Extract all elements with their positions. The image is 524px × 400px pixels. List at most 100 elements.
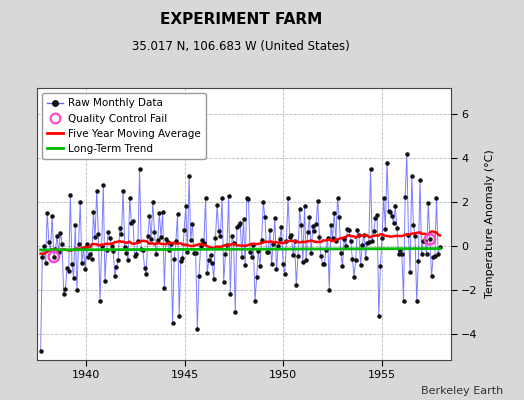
Point: [182, 203, 190, 210]
Point: [149, 199, 157, 205]
Point: [205, 256, 213, 263]
Point: [428, 273, 436, 279]
Point: [160, 285, 169, 291]
Point: [102, 247, 111, 254]
Point: [142, 271, 150, 277]
Point: [216, 232, 225, 239]
Point: [375, 313, 383, 319]
Point: [220, 278, 228, 285]
Point: [305, 214, 314, 220]
Point: [170, 256, 179, 262]
Point: [185, 172, 193, 179]
Point: [96, 298, 104, 304]
Point: [84, 254, 93, 260]
Point: [309, 223, 317, 230]
Point: [190, 250, 198, 256]
Point: [50, 254, 58, 260]
Point: [111, 273, 119, 279]
Point: [180, 227, 188, 233]
Point: [54, 249, 63, 256]
Point: [425, 236, 434, 242]
Point: [195, 272, 203, 279]
Point: [236, 220, 244, 227]
Point: [297, 222, 305, 228]
Point: [398, 250, 406, 257]
Text: 35.017 N, 106.683 W (United States): 35.017 N, 106.683 W (United States): [132, 40, 350, 53]
Point: [37, 348, 45, 354]
Point: [365, 238, 373, 245]
Point: [78, 260, 86, 266]
Point: [221, 251, 230, 257]
Point: [416, 177, 424, 183]
Point: [135, 166, 144, 172]
Point: [83, 241, 91, 247]
Point: [150, 229, 159, 236]
Point: [348, 256, 356, 262]
Point: [137, 246, 146, 252]
Point: [238, 254, 246, 260]
Point: [399, 298, 408, 304]
Point: [279, 260, 287, 267]
Point: [404, 232, 412, 238]
Point: [368, 238, 376, 244]
Point: [274, 243, 282, 249]
Point: [69, 275, 78, 281]
Point: [122, 250, 130, 256]
Point: [168, 320, 177, 326]
Point: [183, 249, 192, 256]
Point: [434, 251, 442, 257]
Point: [178, 255, 187, 262]
Point: [191, 250, 200, 256]
Point: [352, 257, 360, 263]
Point: [81, 266, 90, 272]
Point: [267, 261, 276, 268]
Point: [303, 229, 312, 235]
Point: [356, 262, 365, 268]
Point: [432, 194, 441, 201]
Point: [257, 237, 266, 243]
Point: [213, 202, 221, 208]
Point: [310, 228, 319, 234]
Point: [63, 264, 71, 271]
Point: [139, 246, 147, 253]
Point: [263, 249, 271, 256]
Point: [389, 220, 398, 226]
Point: [264, 249, 272, 255]
Point: [424, 200, 432, 206]
Point: [332, 237, 340, 244]
Point: [418, 251, 426, 257]
Point: [315, 234, 324, 240]
Point: [335, 214, 343, 220]
Point: [107, 242, 116, 249]
Point: [38, 254, 47, 260]
Point: [243, 194, 251, 201]
Point: [157, 234, 165, 241]
Point: [319, 261, 327, 267]
Point: [299, 259, 307, 266]
Point: [73, 287, 81, 293]
Point: [214, 228, 223, 234]
Point: [256, 263, 264, 270]
Point: [244, 196, 253, 202]
Point: [302, 257, 310, 264]
Point: [94, 231, 103, 237]
Point: [79, 244, 88, 251]
Point: [231, 308, 239, 315]
Point: [76, 199, 84, 205]
Point: [372, 215, 380, 221]
Point: [50, 254, 58, 260]
Point: [336, 250, 345, 256]
Point: [71, 222, 80, 228]
Point: [163, 238, 172, 245]
Point: [385, 208, 393, 214]
Point: [188, 221, 196, 228]
Point: [172, 238, 180, 244]
Point: [333, 194, 342, 201]
Point: [421, 238, 429, 244]
Point: [155, 210, 163, 216]
Point: [226, 291, 235, 297]
Point: [422, 251, 431, 258]
Point: [101, 278, 109, 284]
Point: [277, 224, 286, 230]
Point: [269, 241, 277, 247]
